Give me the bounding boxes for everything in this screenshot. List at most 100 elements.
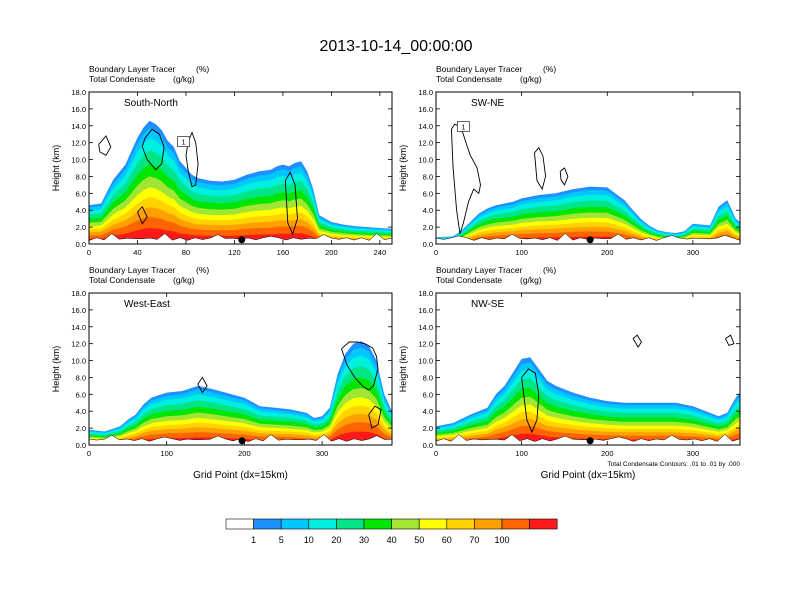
colorbar-swatch (474, 518, 503, 530)
y-axis-label: Height (km) (51, 346, 61, 393)
y-tick-label: 8.0 (76, 172, 86, 181)
y-tick-label: 10.0 (418, 156, 433, 165)
x-tick-label: 160 (277, 248, 290, 257)
colorbar-tick-label: 1 (251, 535, 256, 545)
variable-name-condensate: Total Condensate (436, 275, 502, 285)
y-tick-label: 14.0 (71, 122, 86, 131)
condensate-contour (197, 376, 208, 394)
colorbar-swatch (225, 518, 254, 530)
panel-label: SW-NE (471, 98, 504, 109)
y-tick-label: 0.0 (423, 240, 433, 249)
colorbar-swatch (308, 518, 337, 530)
colorbar-tick-label: 70 (469, 535, 479, 545)
plot-area: 1 (89, 92, 392, 244)
panel-label: South-North (124, 98, 178, 109)
x-tick-label: 300 (687, 449, 700, 458)
x-tick-label: 120 (228, 248, 241, 257)
condensate-contour (368, 405, 382, 429)
colorbar-tick-label: 20 (331, 535, 341, 545)
colorbar-tick-label: 30 (359, 535, 369, 545)
location-marker (586, 236, 594, 244)
x-axis-label: Grid Point (dx=15km) (193, 470, 288, 481)
condensate-contour (632, 334, 643, 348)
colorbar-tick-label: 60 (442, 535, 452, 545)
variable-name-tracer: Boundary Layer Tracer (89, 64, 176, 74)
y-tick-label: 18.0 (418, 88, 433, 97)
y-tick-label: 18.0 (418, 289, 433, 298)
variable-name-condensate: Total Condensate (89, 275, 155, 285)
y-tick-label: 10.0 (418, 357, 433, 366)
y-tick-label: 10.0 (71, 357, 86, 366)
contour-footnote: Total Condensate Contours: .01 to .01 by… (607, 461, 740, 468)
y-tick-label: 8.0 (76, 373, 86, 382)
y-tick-label: 16.0 (71, 105, 86, 114)
y-tick-label: 16.0 (418, 306, 433, 315)
x-tick-label: 80 (182, 248, 190, 257)
colorbar-tick-label: 40 (387, 535, 397, 545)
y-tick-label: 6.0 (423, 390, 433, 399)
location-marker (238, 236, 246, 244)
y-axis-label: Height (km) (51, 145, 61, 192)
x-tick-label: 300 (316, 449, 329, 458)
x-tick-label: 100 (515, 449, 528, 458)
y-tick-label: 14.0 (71, 323, 86, 332)
variable-unit-condensate: (g/kg) (173, 275, 195, 285)
figure-title: 2013-10-14_00:00:00 (319, 38, 472, 55)
y-tick-label: 12.0 (418, 139, 433, 148)
variable-unit-tracer: (%) (543, 64, 556, 74)
plot-area (89, 293, 392, 445)
variable-name-tracer: Boundary Layer Tracer (436, 64, 523, 74)
colorbar-swatch (280, 518, 310, 530)
y-tick-label: 0.0 (76, 441, 86, 450)
contour-label: 1 (461, 124, 465, 131)
panel-label: West-East (124, 299, 170, 310)
variable-unit-tracer: (%) (543, 265, 556, 275)
plot-frame (88, 91, 393, 245)
y-tick-label: 8.0 (423, 172, 433, 181)
plot-frame (435, 292, 741, 446)
variable-name-tracer: Boundary Layer Tracer (89, 265, 176, 275)
y-tick-label: 4.0 (76, 206, 86, 215)
panel-west-east: 0.0 2.0 4.0 6.0 8.0 10.0 12.0 14.0 16.0 18.0 0 100 2… (51, 265, 393, 481)
colorbar-swatch (418, 518, 448, 530)
y-tick-label: 2.0 (423, 223, 433, 232)
x-tick-label: 100 (515, 248, 528, 257)
panel-nw-se: 0.0 2.0 4.0 6.0 8.0 10.0 12.0 14.0 16.0 18.0 0 100 2… (398, 265, 741, 481)
panel-label: NW-SE (471, 299, 504, 310)
contour-label: 1 (182, 140, 186, 147)
colorbar: 1 5 10 20 30 40 50 60 70 100 (225, 518, 558, 545)
y-tick-label: 4.0 (423, 407, 433, 416)
y-tick-label: 12.0 (71, 139, 86, 148)
colorbar-tick-label: 10 (304, 535, 314, 545)
variable-unit-condensate: (g/kg) (173, 74, 195, 84)
x-tick-label: 0 (434, 449, 438, 458)
y-tick-label: 6.0 (76, 189, 86, 198)
condensate-contour (185, 131, 199, 188)
y-tick-label: 8.0 (423, 373, 433, 382)
y-axis-label: Height (km) (398, 346, 408, 393)
x-tick-label: 0 (87, 449, 91, 458)
colorbar-tick-label: 5 (279, 535, 284, 545)
y-tick-label: 18.0 (71, 289, 86, 298)
x-tick-label: 0 (87, 248, 91, 257)
plot-area: 1 (436, 92, 740, 244)
x-tick-label: 0 (434, 248, 438, 257)
x-tick-label: 200 (238, 449, 251, 458)
y-tick-label: 0.0 (76, 240, 86, 249)
plot-area (436, 293, 740, 445)
condensate-contour (559, 167, 569, 186)
contour-label-box (457, 121, 470, 132)
x-tick-label: 200 (325, 248, 338, 257)
y-tick-label: 4.0 (76, 407, 86, 416)
condensate-contour (534, 146, 547, 191)
condensate-contour (724, 334, 735, 346)
variable-name-condensate: Total Condensate (89, 74, 155, 84)
condensate-contour (284, 171, 298, 236)
plot-frame (435, 91, 741, 245)
variable-name-condensate: Total Condensate (436, 74, 502, 84)
variable-unit-tracer: (%) (196, 265, 209, 275)
y-tick-label: 2.0 (76, 424, 86, 433)
colorbar-swatch (529, 518, 558, 530)
condensate-contour (341, 341, 379, 391)
